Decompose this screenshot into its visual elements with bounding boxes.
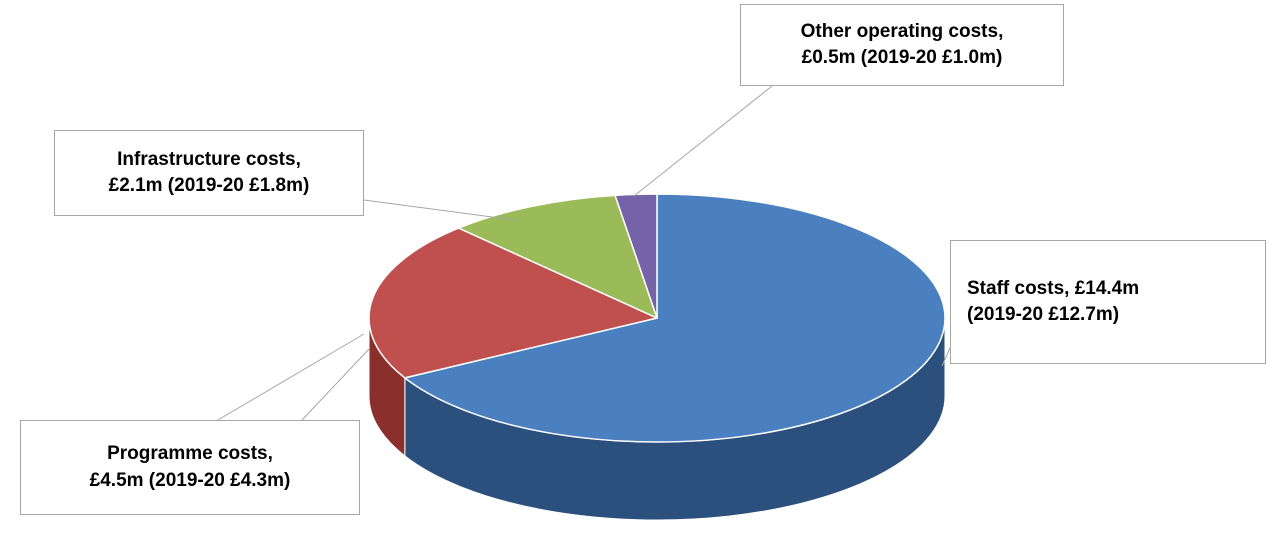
leader-line-infra — [363, 199, 516, 221]
leader-lines — [217, 85, 951, 421]
callout-other-line1: Other operating costs, — [800, 20, 1004, 42]
callout-staff-line1: Staff costs, £14.4m — [967, 277, 1140, 299]
callout-other-line2: £0.5m (2019-20 £1.0m) — [801, 47, 1003, 68]
callout-staff: Staff costs, £14.4m (2019-20 £12.7m) — [950, 240, 1266, 364]
pie-slice-programme — [368, 227, 658, 379]
callout-infra-line1: Infrastructure costs, — [117, 148, 301, 170]
leader-line-staff — [941, 347, 951, 367]
callout-infra: Infrastructure costs, £2.1m (2019-20 £1.… — [54, 130, 364, 216]
callout-programme-line1: Programme costs, — [107, 443, 273, 465]
callout-other: Other operating costs, £0.5m (2019-20 £1… — [740, 4, 1064, 86]
callout-programme-line2: £4.5m (2019-20 £4.3m) — [89, 469, 291, 491]
callout-infra-line2: £2.1m (2019-20 £1.8m) — [108, 175, 310, 196]
callout-programme: Programme costs, £4.5m (2019-20 £4.3m) — [20, 420, 360, 515]
leader-line-other — [633, 85, 773, 197]
leader-line-programme — [301, 347, 371, 421]
pie-slice-infra — [457, 194, 658, 319]
callout-staff-line2: (2019-20 £12.7m) — [967, 304, 1120, 325]
leader-line-programme — [217, 333, 365, 421]
pie-tops — [368, 193, 946, 443]
pie-slice-staff — [404, 193, 946, 443]
